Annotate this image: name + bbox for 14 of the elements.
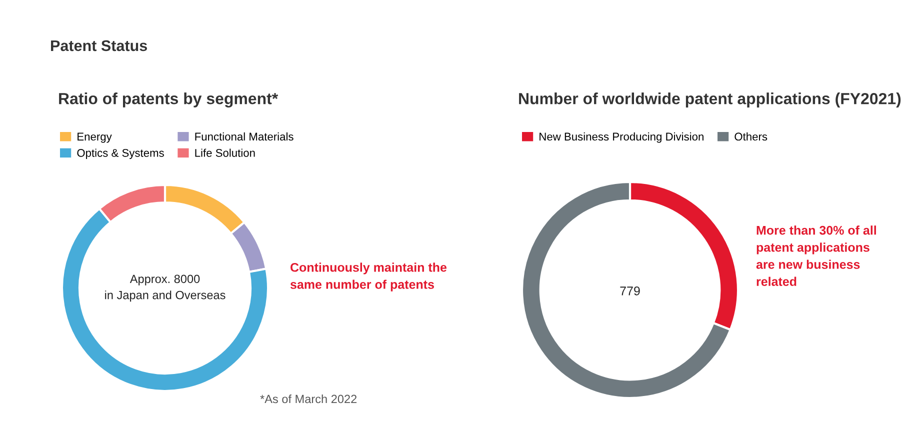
legend-label: Life Solution	[195, 148, 255, 157]
text: More than 30% of all patent applications are new business related	[756, 226, 876, 286]
legend-label: New Business Producing Division	[540, 132, 704, 143]
legend-label: Optics & Systems	[77, 148, 164, 160]
text: Continuously maintain the same number of patents	[290, 262, 447, 292]
text: Approx. 8000 in Japan and Overseas	[105, 274, 226, 302]
chart-title: Number of worldwide patent applications (FY2021)	[519, 92, 901, 108]
legend-label: Others	[734, 132, 768, 141]
text: 779	[620, 286, 640, 296]
text: *As of March 2022	[260, 394, 357, 404]
text: Patent Status	[51, 40, 147, 52]
legend-label: Energy	[78, 132, 112, 143]
legend-label: Functional Materials	[195, 132, 294, 141]
chart-title: Ratio of patents by segment*	[59, 92, 278, 108]
